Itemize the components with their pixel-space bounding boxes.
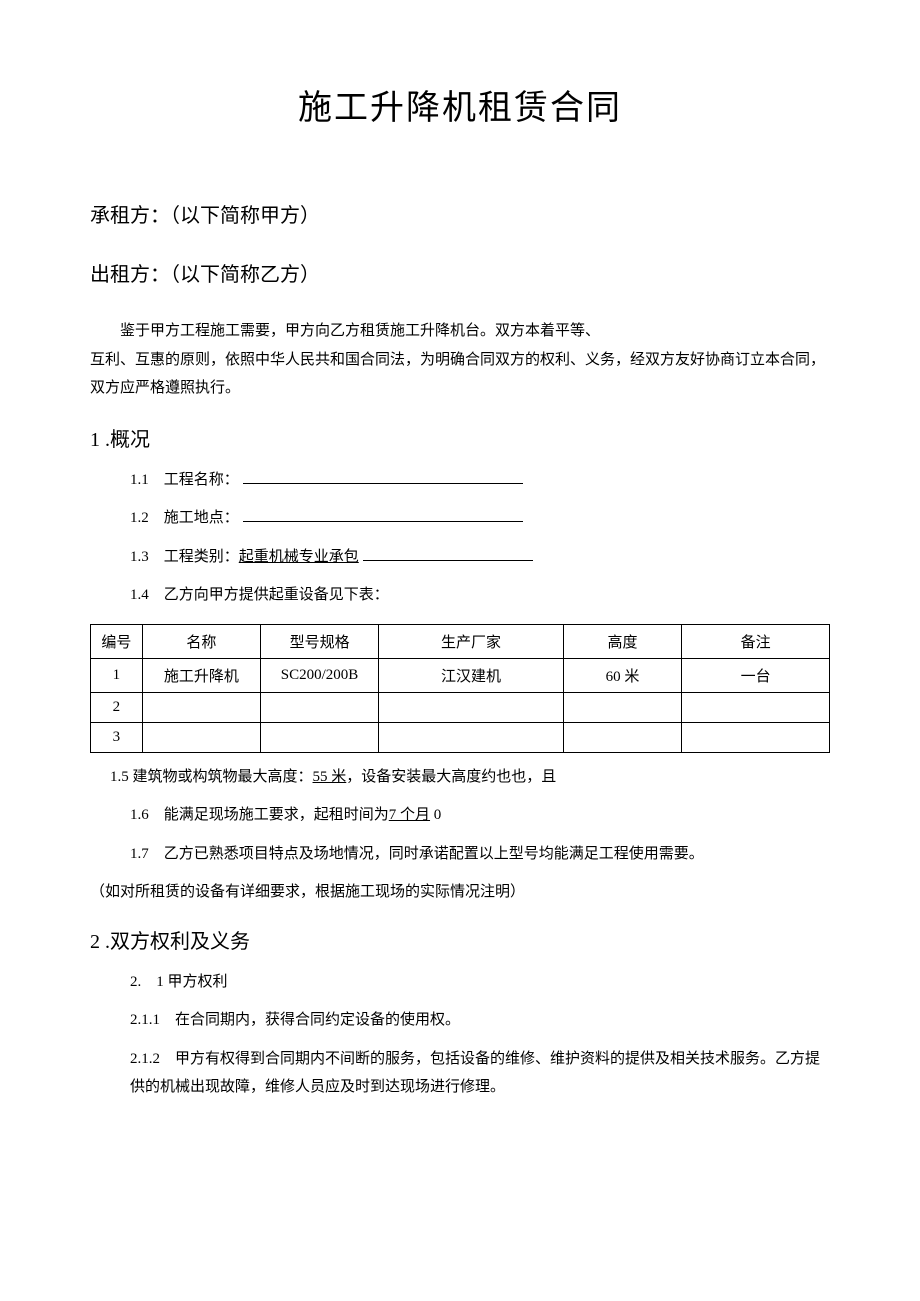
table-cell <box>563 692 681 722</box>
preamble: 鉴于甲方工程施工需要，甲方向乙方租赁施工升降机台。双方本着平等、 互利、互惠的原… <box>90 317 830 403</box>
preamble-line2: 互利、互惠的原则，依照中华人民共和国合同法，为明确合同双方的权利、义务，经双方友… <box>90 352 825 397</box>
item-1-4: 1.4 乙方向甲方提供起重设备见下表： <box>130 581 830 610</box>
preamble-line1: 鉴于甲方工程施工需要，甲方向乙方租赁施工升降机台。双方本着平等、 <box>120 323 600 339</box>
table-cell: 施工升降机 <box>142 658 260 692</box>
item-2-1-2: 2.1.2 甲方有权得到合同期内不间断的服务，包括设备的维修、维护资料的提供及相… <box>130 1045 830 1102</box>
item-1-3: 1.3 工程类别：起重机械专业承包 <box>130 543 830 572</box>
table-cell <box>260 722 378 752</box>
item-1-5-suffix: ，设备安装最大高度约也也，且 <box>346 769 556 785</box>
document-page: 施工升降机租赁合同 承租方：（以下简称甲方） 出租方：（以下简称乙方） 鉴于甲方… <box>0 0 920 1301</box>
item-1-3-blank <box>363 545 533 561</box>
table-cell <box>142 692 260 722</box>
table-header-height: 高度 <box>563 624 681 658</box>
table-cell: 2 <box>91 692 143 722</box>
section-2-heading: 2 .双方权利及义务 <box>90 925 830 954</box>
table-row: 2 <box>91 692 830 722</box>
table-cell <box>563 722 681 752</box>
table-cell <box>379 692 564 722</box>
party-lessor: 出租方：（以下简称乙方） <box>90 258 830 287</box>
table-header-row: 编号 名称 型号规格 生产厂家 高度 备注 <box>91 624 830 658</box>
item-1-1: 1.1 工程名称： <box>130 466 830 495</box>
table-header-name: 名称 <box>142 624 260 658</box>
item-1-5-value: 55 米 <box>313 769 347 785</box>
section-1-heading: 1 .概况 <box>90 423 830 452</box>
item-1-5: 1.5 建筑物或构筑物最大高度：55 米，设备安装最大高度约也也，且 <box>110 763 830 792</box>
item-1-5-prefix: 1.5 建筑物或构筑物最大高度： <box>110 769 313 785</box>
item-1-3-value: 起重机械专业承包 <box>239 549 359 565</box>
item-1-3-label: 1.3 工程类别： <box>130 549 239 565</box>
item-1-1-label: 1.1 工程名称： <box>130 472 239 488</box>
table-header-model: 型号规格 <box>260 624 378 658</box>
item-2-1: 2. 1 甲方权利 <box>130 968 830 997</box>
table-header-id: 编号 <box>91 624 143 658</box>
table-row: 1 施工升降机 SC200/200B 江汉建机 60 米 一台 <box>91 658 830 692</box>
document-title: 施工升降机租赁合同 <box>90 80 830 129</box>
item-1-6-prefix: 1.6 能满足现场施工要求，起租时间为 <box>130 807 389 823</box>
item-1-2-blank <box>243 506 523 522</box>
table-cell <box>379 722 564 752</box>
item-1-7: 1.7 乙方已熟悉项目特点及场地情况，同时承诺配置以上型号均能满足工程使用需要。 <box>130 840 830 869</box>
table-cell: 60 米 <box>563 658 681 692</box>
table-cell: SC200/200B <box>260 658 378 692</box>
table-cell: 一台 <box>682 658 830 692</box>
item-1-1-blank <box>243 468 523 484</box>
table-cell <box>142 722 260 752</box>
equipment-table: 编号 名称 型号规格 生产厂家 高度 备注 1 施工升降机 SC200/200B… <box>90 624 830 753</box>
item-2-1-2-text: 2.1.2 甲方有权得到合同期内不间断的服务，包括设备的维修、维护资料的提供及相… <box>130 1051 820 1096</box>
table-cell <box>682 722 830 752</box>
table-cell: 1 <box>91 658 143 692</box>
table-header-note: 备注 <box>682 624 830 658</box>
item-1-6-suffix: 0 <box>430 807 441 823</box>
table-header-mfr: 生产厂家 <box>379 624 564 658</box>
table-cell: 3 <box>91 722 143 752</box>
table-cell: 江汉建机 <box>379 658 564 692</box>
item-1-6-value: 7 个月 <box>389 807 430 823</box>
table-row: 3 <box>91 722 830 752</box>
table-cell <box>260 692 378 722</box>
item-1-6: 1.6 能满足现场施工要求，起租时间为7 个月 0 <box>130 801 830 830</box>
table-cell <box>682 692 830 722</box>
item-1-2-label: 1.2 施工地点： <box>130 510 239 526</box>
item-1-2: 1.2 施工地点： <box>130 504 830 533</box>
party-lessee: 承租方：（以下简称甲方） <box>90 199 830 228</box>
item-1-7-note: （如对所租赁的设备有详细要求，根据施工现场的实际情况注明） <box>90 878 830 907</box>
item-2-1-1: 2.1.1 在合同期内，获得合同约定设备的使用权。 <box>130 1006 830 1035</box>
